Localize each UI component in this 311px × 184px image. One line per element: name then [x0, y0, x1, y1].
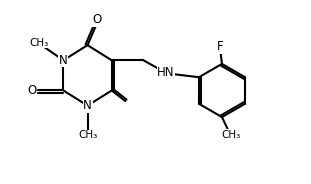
Text: O: O	[28, 84, 37, 97]
Text: CH₃: CH₃	[221, 130, 241, 140]
Text: CH₃: CH₃	[78, 130, 97, 140]
Text: O: O	[92, 13, 101, 26]
Text: N: N	[83, 99, 92, 112]
Text: CH₃: CH₃	[30, 38, 49, 48]
Text: HN: HN	[157, 66, 175, 79]
Text: F: F	[217, 40, 224, 53]
Text: N: N	[59, 54, 68, 67]
